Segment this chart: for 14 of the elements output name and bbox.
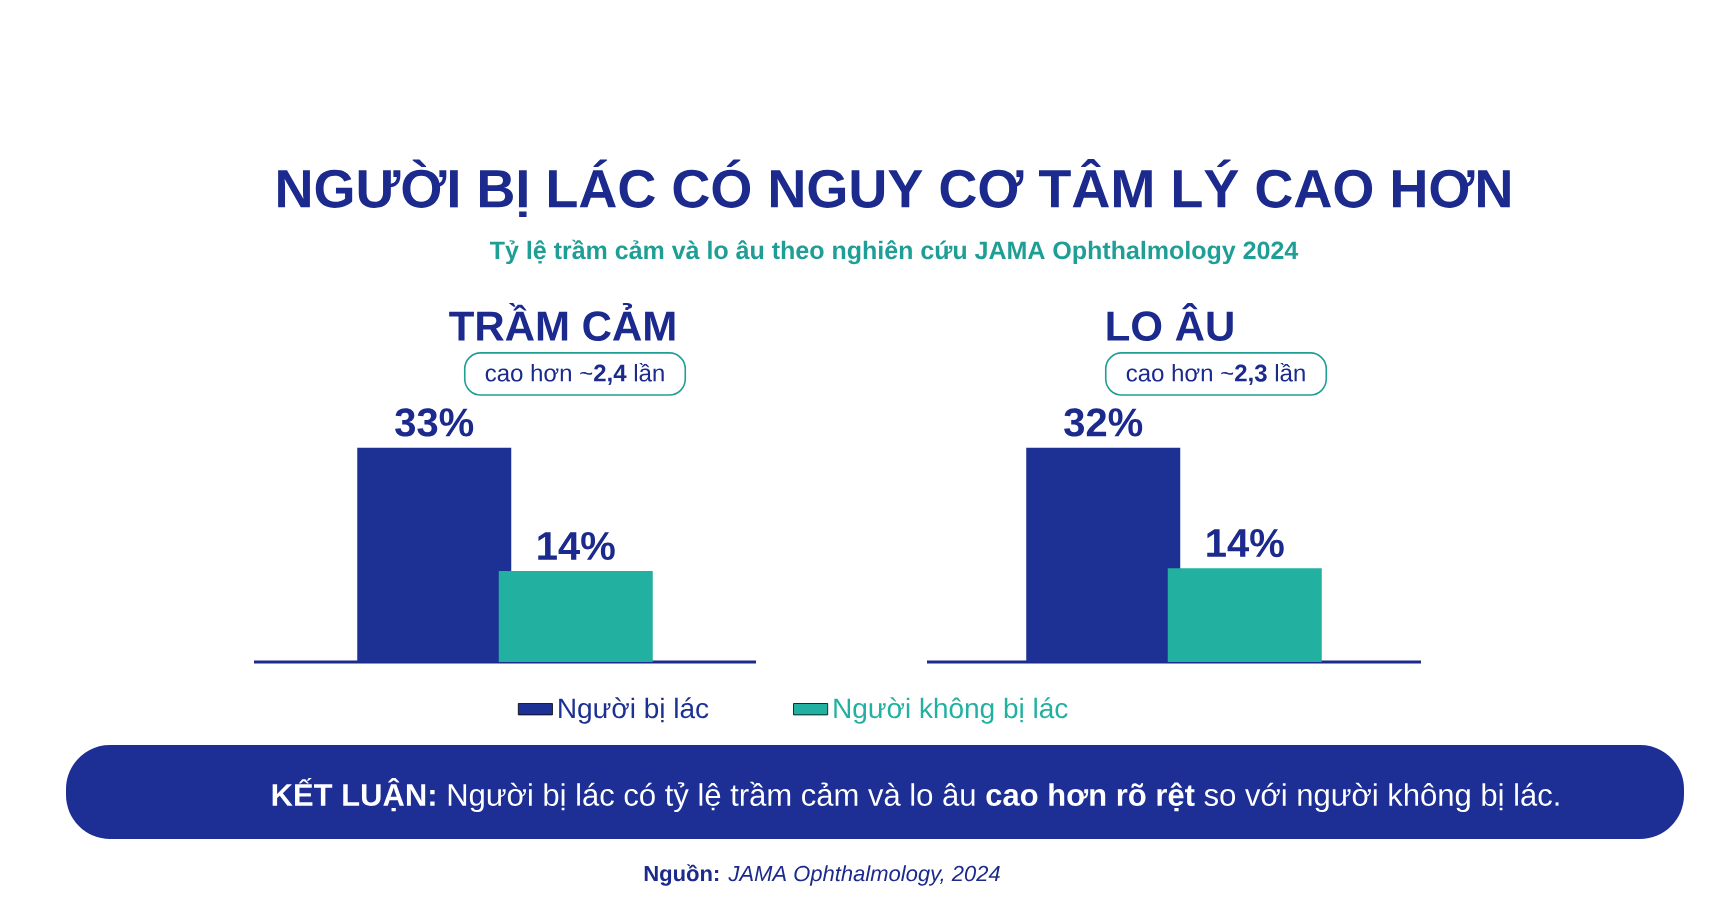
data-label: 33% [395, 408, 474, 437]
legend-label: Người bị lác [559, 697, 709, 724]
text: KẾT LUẬN: Người bị lác có tỷ lệ trầm cảm và lo âu cao hơn rõ rệt so với người không bị lác. [272, 777, 1559, 813]
chart-title: LO ÂU [1107, 302, 1233, 341]
legend-label: Người không bị lác [834, 697, 1068, 724]
text: Nguồn: JAMA Ophthalmology, 2024 [644, 864, 1000, 886]
text: NGƯỜI BỊ LÁC CÓ NGUY CƠ TÂM LÝ CAO HƠN [278, 158, 1510, 218]
data-label: 14% [1207, 529, 1284, 558]
data-label: 14% [538, 531, 615, 561]
chart-subtitle: cao hơn ~2,4 lần [485, 362, 664, 386]
chart-title: TRẦM CẢM [449, 302, 675, 341]
text: Tỷ lệ trầm cảm và lo âu theo nghiên cứu JAMA Ophthalmology 2024 [490, 239, 1299, 265]
data-label: 32% [1064, 408, 1143, 437]
chart-subtitle: cao hơn ~2,3 lần [1126, 362, 1305, 386]
